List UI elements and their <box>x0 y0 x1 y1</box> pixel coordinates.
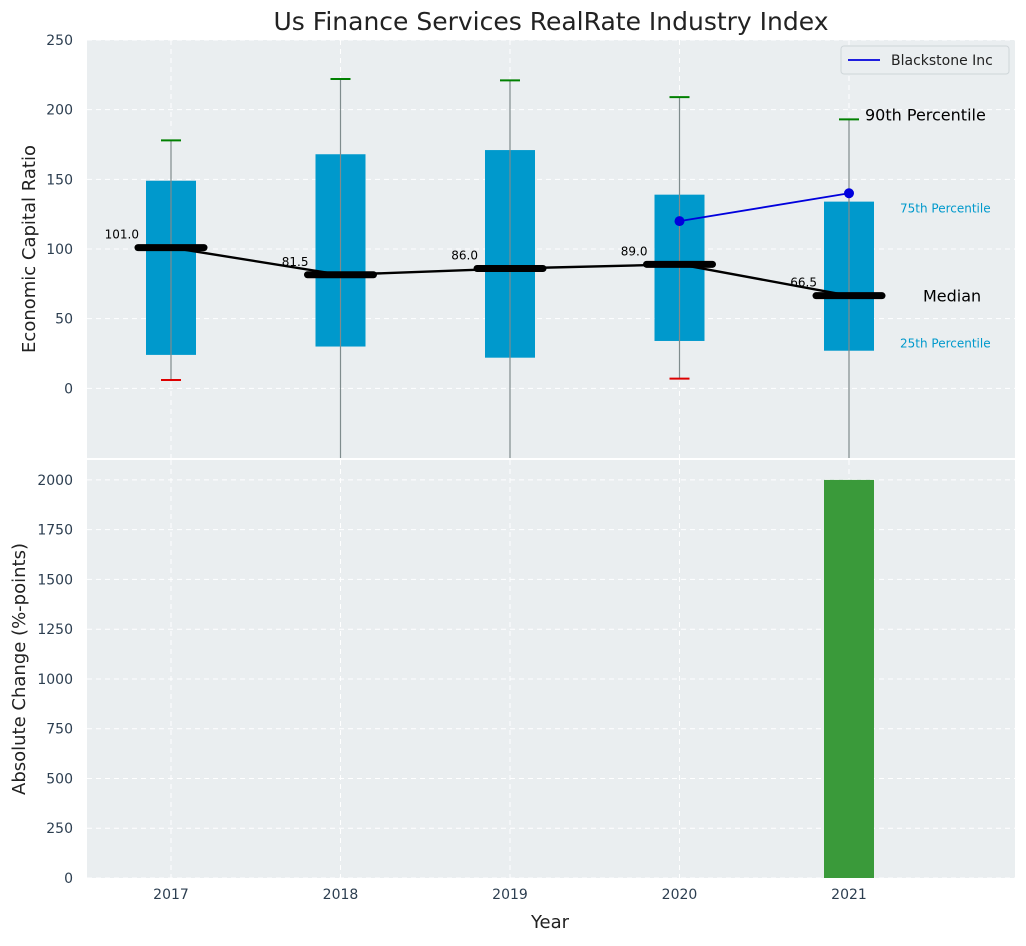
bottom-y-tick-label: 500 <box>46 771 73 787</box>
legend-label-blackstone: Blackstone Inc <box>891 53 993 69</box>
x-tick-label: 2017 <box>153 887 189 903</box>
x-tick-label: 2019 <box>492 887 528 903</box>
top-y-axis-label: Economic Capital Ratio <box>19 145 40 353</box>
top-y-tick-label: 100 <box>46 242 73 258</box>
bottom-y-tick-label: 1750 <box>37 523 73 539</box>
series-point-blackstone <box>844 188 854 199</box>
legend: Blackstone Inc <box>840 45 1010 75</box>
top-y-tick-label: 150 <box>46 172 73 188</box>
x-tick-label: 2021 <box>831 887 867 903</box>
series-point-blackstone <box>674 216 685 227</box>
top-plot-group <box>134 78 886 458</box>
bottom-y-tick-label: 2000 <box>37 473 73 489</box>
bottom-y-tick-label: 1250 <box>37 622 73 638</box>
annotation-median: Median <box>923 287 981 306</box>
x-axis-label: Year <box>530 912 570 933</box>
median-value-label: 101.0 <box>105 228 139 242</box>
change-bar-2021 <box>824 479 874 878</box>
x-tick-label: 2018 <box>323 887 359 903</box>
top-y-tick-label: 200 <box>46 103 73 119</box>
median-value-label: 66.5 <box>790 276 817 290</box>
bottom-plot-area <box>87 460 1015 878</box>
bottom-y-tick-label: 1000 <box>37 672 73 688</box>
bottom-y-tick-label: 1500 <box>37 572 73 588</box>
bottom-y-axis-label: Absolute Change (%-points) <box>9 543 30 795</box>
chart-title: Us Finance Services RealRate Industry In… <box>274 7 829 36</box>
top-y-tick-label: 50 <box>55 312 73 328</box>
median-value-label: 89.0 <box>621 244 648 258</box>
series-line-blackstone <box>679 192 850 223</box>
annotation-25th-percentile: 25th Percentile <box>900 337 991 351</box>
bottom-y-tick-label: 250 <box>46 821 73 837</box>
median-value-label: 81.5 <box>282 255 309 269</box>
top-y-tick-label: 0 <box>64 381 73 397</box>
median-value-label: 86.0 <box>451 249 478 263</box>
annotation-75th-percentile: 75th Percentile <box>900 202 991 216</box>
bottom-y-tick-label: 0 <box>64 871 73 887</box>
annotation-90th-percentile: 90th Percentile <box>865 105 986 124</box>
bottom-y-tick-label: 750 <box>46 722 73 738</box>
legend-box <box>840 45 1010 75</box>
top-y-tick-label: 250 <box>46 33 73 49</box>
x-tick-label: 2020 <box>662 887 698 903</box>
